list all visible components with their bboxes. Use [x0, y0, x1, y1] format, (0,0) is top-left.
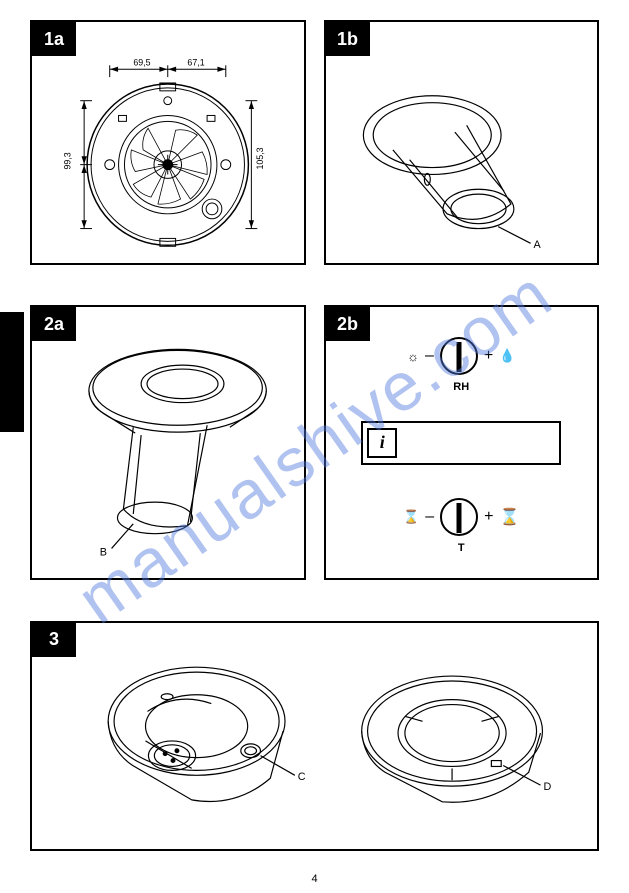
panel-2a: 2a B	[30, 305, 306, 580]
page-number: 4	[311, 873, 317, 885]
t-minus: –	[425, 508, 434, 526]
t-plus: +	[484, 508, 493, 526]
droplets-icon: 💧	[499, 348, 515, 364]
rh-dial-group: ☼ – + 💧 RH	[336, 331, 588, 393]
t-dial[interactable]	[440, 498, 478, 536]
hourglass-small-icon: ⌛	[403, 509, 419, 525]
fan-front-diagram: 69,5 67,1 99,3 105,3	[32, 22, 304, 263]
t-label: T	[336, 542, 588, 554]
rh-dial[interactable]	[440, 337, 478, 375]
controls-content: ☼ – + 💧 RH i ⌛ – + ⌛ T	[326, 307, 598, 578]
panel-1a: 1a	[30, 20, 306, 265]
hourglass-large-icon: ⌛	[500, 507, 520, 527]
diagram-grid: 1a	[30, 20, 599, 873]
side-tab	[0, 312, 24, 432]
dim-top-right: 67,1	[187, 57, 204, 67]
cover-iso-diagram: B	[32, 307, 304, 578]
annotation-1b: A	[533, 239, 541, 251]
sun-icon: ☼	[407, 349, 419, 364]
panel-3: 3	[30, 621, 599, 851]
dim-top-left: 69,5	[133, 57, 150, 67]
panel-label-2a: 2a	[32, 307, 76, 341]
rh-minus: –	[425, 347, 434, 365]
annotation-3-left: C	[298, 771, 306, 783]
annotation-3-right: D	[543, 781, 551, 793]
panel-label-2b: 2b	[326, 307, 370, 341]
panel-label-3: 3	[32, 623, 76, 657]
panel-label-1b: 1b	[326, 22, 370, 56]
fan-rear-iso-diagram: A	[326, 22, 598, 263]
info-icon: i	[367, 428, 397, 458]
rh-label: RH	[336, 381, 588, 393]
t-dial-group: ⌛ – + ⌛ T	[336, 492, 588, 554]
panel-1b: 1b A	[324, 20, 600, 265]
annotation-2a: B	[100, 547, 107, 559]
rh-plus: +	[484, 347, 493, 365]
info-box: i	[361, 421, 561, 465]
panel-2b: 2b ☼ – + 💧 RH i ⌛ – +	[324, 305, 600, 580]
panel-label-1a: 1a	[32, 22, 76, 56]
dim-left: 99,3	[62, 152, 72, 169]
dim-right: 105,3	[255, 147, 265, 169]
assembly-diagram: C D	[32, 623, 597, 849]
